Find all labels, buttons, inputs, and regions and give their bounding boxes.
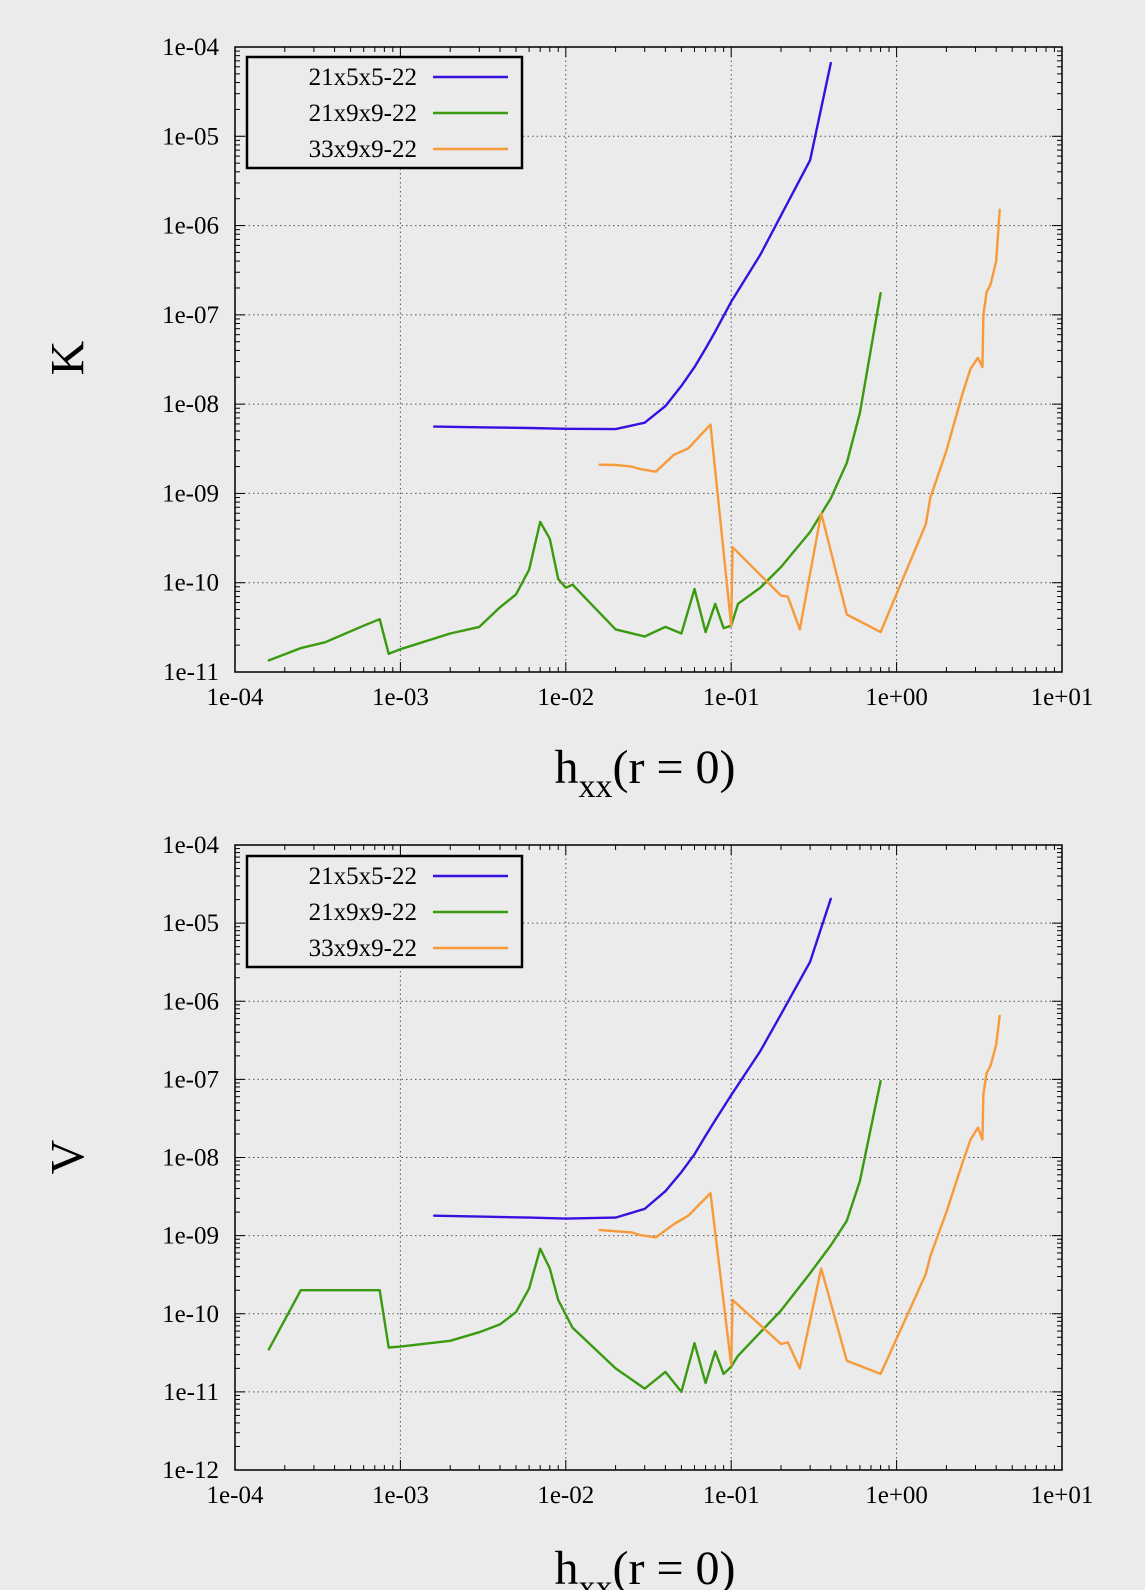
- x-tick-label: 1e-04: [207, 1482, 264, 1509]
- y-tick-label: 1e-05: [162, 910, 219, 937]
- y-tick-label: 1e-08: [162, 1145, 219, 1172]
- y-tick-label: 1e-07: [162, 302, 219, 329]
- x-tick-label: 1e+01: [1031, 684, 1094, 711]
- chart-v: 1e-04 1e-03 1e-02 1e-01 1e+00 1e+01 1e-12 1e-11…: [42, 832, 1094, 1590]
- y-tick-label: 1e-10: [162, 1301, 219, 1328]
- x-tick-label: 1e-03: [372, 684, 429, 711]
- y-tick-label: 1e-11: [163, 1379, 219, 1406]
- x-axis-title-subscript: xx: [578, 1569, 612, 1590]
- x-tick-label: 1e-03: [372, 1482, 429, 1509]
- series-line-21x5x5-22: [433, 897, 832, 1220]
- x-axis-title-base: h: [554, 1542, 578, 1590]
- y-tick-label: 1e-05: [162, 123, 219, 150]
- y-axis-title: V: [42, 1139, 95, 1174]
- x-axis-title-rest: (r = 0): [612, 1542, 735, 1590]
- y-tick-label: 1e-07: [162, 1066, 219, 1093]
- series-line-33x9x9-22: [598, 208, 1001, 634]
- legend-label: 21x9x9-22: [309, 100, 417, 127]
- x-axis-title-base: h: [554, 741, 578, 794]
- plot-frame: [234, 46, 1063, 673]
- y-axis-title: K: [42, 340, 95, 375]
- x-tick-label: 1e-01: [703, 684, 760, 711]
- y-tick-label: 1e-06: [162, 213, 219, 240]
- plot-frame: [234, 844, 1063, 1471]
- x-axis-title: hxx(r = 0): [554, 741, 735, 805]
- x-tick-label: 1e-01: [703, 1482, 760, 1509]
- y-tick-label: 1e-04: [162, 34, 219, 61]
- x-tick-label: 1e-02: [537, 1482, 594, 1509]
- legend-label: 33x9x9-22: [309, 935, 417, 962]
- legend-label: 21x5x5-22: [309, 64, 417, 91]
- x-tick-label: 1e+01: [1031, 1482, 1094, 1509]
- chart-k: 1e-04 1e-03 1e-02 1e-01 1e+00 1e+01 1e-11 1e-10…: [42, 34, 1094, 805]
- legend-label: 33x9x9-22: [309, 136, 417, 163]
- legend: 21x5x5-22 21x9x9-22 33x9x9-22: [245, 854, 524, 969]
- y-tick-label: 1e-09: [162, 480, 219, 507]
- x-tick-label: 1e-04: [207, 684, 264, 711]
- y-tick-label: 1e-08: [162, 391, 219, 418]
- y-tick-label: 1e-09: [162, 1223, 219, 1250]
- x-axis-title: hxx(r = 0): [554, 1542, 735, 1590]
- y-tick-label: 1e-04: [162, 832, 219, 859]
- y-tick-label: 1e-10: [162, 570, 219, 597]
- x-tick-label: 1e-02: [537, 684, 594, 711]
- x-tick-label: 1e+00: [865, 684, 928, 711]
- y-tick-label: 1e-11: [163, 659, 219, 686]
- legend: 21x5x5-22 21x9x9-22 33x9x9-22: [245, 55, 524, 170]
- legend-label: 21x9x9-22: [309, 899, 417, 926]
- series-line-21x5x5-22: [433, 61, 832, 431]
- x-axis-title-subscript: xx: [578, 768, 612, 805]
- series-line-33x9x9-22: [598, 1014, 1001, 1376]
- y-tick-label: 1e-12: [162, 1457, 219, 1484]
- x-axis-title-rest: (r = 0): [612, 741, 735, 794]
- series-line-21x9x9-22: [267, 292, 882, 662]
- legend-label: 21x5x5-22: [309, 863, 417, 890]
- x-tick-label: 1e+00: [865, 1482, 928, 1509]
- series-line-21x9x9-22: [267, 1079, 882, 1394]
- y-tick-label: 1e-06: [162, 988, 219, 1015]
